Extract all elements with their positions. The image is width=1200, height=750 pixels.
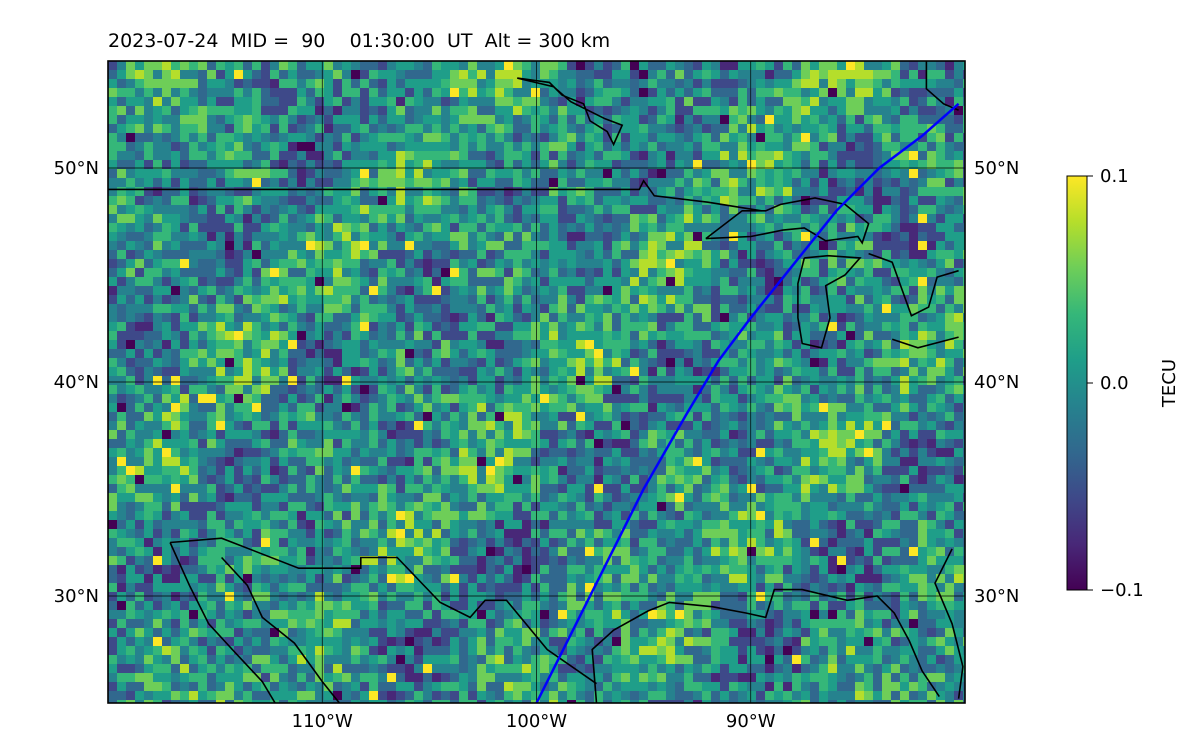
title-time-zone: UT [447, 30, 473, 52]
colorbar-tick-label: −0.1 [1100, 580, 1144, 601]
colorbar: 0.1 0.0 −0.1 TECU [1066, 166, 1180, 601]
atlantic-coast-line [934, 548, 964, 699]
ontario-shore-line [925, 61, 959, 111]
geographic-boundaries [108, 61, 964, 703]
lake-michigan-line [797, 254, 862, 349]
colorbar-tick-label: 0.1 [1100, 166, 1129, 187]
longitude-tick-label: 110°W [292, 711, 353, 732]
hudson-bay-shore-line [517, 77, 624, 147]
colorbar-label: TECU [1159, 359, 1180, 408]
us-canada-border-line [108, 179, 762, 212]
longitude-tick-label: 100°W [506, 711, 567, 732]
map-title: 2023-07-24 MID = 90 01:30:00 UT Alt = 30… [108, 30, 610, 52]
lake-erie-line [891, 336, 959, 349]
lake-huron-line [868, 252, 959, 317]
title-altitude: Alt = 300 km [484, 30, 611, 52]
colorbar-ticks: 0.1 0.0 −0.1 [1087, 166, 1144, 601]
title-time: 01:30:00 [349, 30, 435, 52]
colorbar-tick-label: 0.0 [1100, 373, 1129, 394]
latitude-tick-label-left: 40°N [54, 372, 99, 393]
latitude-tick-label-left: 50°N [54, 158, 99, 179]
latitude-tick-label-right: 40°N [974, 372, 1019, 393]
latitude-tick-label-right: 30°N [974, 586, 1019, 607]
latitude-tick-label-left: 30°N [54, 586, 99, 607]
longitude-ticks: 110°W 100°W 90°W [292, 711, 776, 732]
terminator-line [535, 102, 960, 703]
longitude-tick-label: 90°W [726, 711, 776, 732]
title-mid-value: 90 [301, 30, 326, 52]
map-area[interactable] [108, 61, 973, 710]
gulf-coast-line [591, 588, 940, 703]
latitude-ticks: 50°N 50°N 40°N 40°N 30°N 30°N [54, 158, 1020, 607]
tec-raster [108, 61, 965, 703]
latitude-tick-label-right: 50°N [974, 158, 1019, 179]
colorbar-gradient [1067, 176, 1087, 590]
baja-coast-line [169, 542, 276, 703]
gulf-of-california-line [221, 556, 341, 703]
title-date: 2023-07-24 [108, 30, 219, 52]
mexico-border-line [170, 537, 597, 685]
lake-superior-line [705, 197, 870, 245]
graticule [108, 61, 965, 703]
map-frame [107, 60, 966, 704]
title-mid-label: MID = [230, 30, 290, 52]
